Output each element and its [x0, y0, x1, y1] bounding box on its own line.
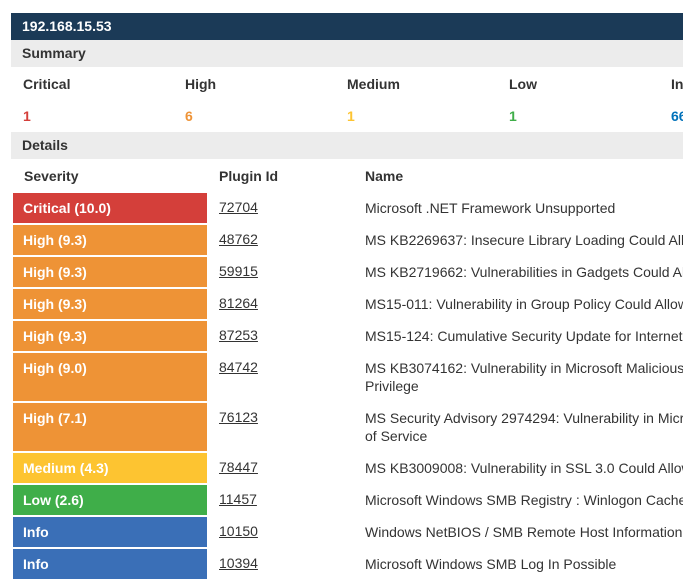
- vulnerability-name: Microsoft .NET Framework Unsupported: [365, 199, 683, 217]
- vulnerability-name: MS KB2719662: Vulnerabilities in Gadgets…: [365, 263, 683, 281]
- plugin-id-link[interactable]: 10394: [219, 555, 258, 571]
- plugin-id-link[interactable]: 48762: [219, 231, 258, 247]
- severity-badge: Info: [13, 517, 207, 547]
- summary-label: In: [671, 76, 683, 92]
- table-row[interactable]: Medium (4.3) 78447 MS KB3009008: Vulnera…: [11, 452, 683, 484]
- host-title: 192.168.15.53: [11, 13, 683, 40]
- vulnerability-name-line: Microsoft Windows SMB Registry : Winlogo…: [365, 492, 683, 508]
- plugin-id-link[interactable]: 78447: [219, 459, 258, 475]
- severity-column-header: Severity: [24, 168, 79, 184]
- vulnerability-name-line: Microsoft Windows SMB Log In Possible: [365, 556, 617, 572]
- vulnerability-name: Microsoft Windows SMB Log In Possible: [365, 555, 683, 573]
- table-row[interactable]: High (9.3) 87253 MS15-124: Cumulative Se…: [11, 320, 683, 352]
- vulnerability-name-line: MS Security Advisory 2974294: Vulnerabil…: [365, 410, 683, 426]
- vulnerability-name: Microsoft Windows SMB Registry : Winlogo…: [365, 491, 683, 509]
- vulnerability-name-line: MS15-124: Cumulative Security Update for…: [365, 328, 683, 344]
- details-table-header: Severity Plugin Id Name: [11, 159, 683, 192]
- plugin-id-link[interactable]: 84742: [219, 359, 258, 375]
- plugin-column-header: Plugin Id: [219, 168, 279, 184]
- plugin-id-link[interactable]: 59915: [219, 263, 258, 279]
- summary-counts: Critical 1 High 6 Medium 1 Low 1 In 66: [11, 67, 683, 132]
- summary-label: Critical: [23, 76, 71, 92]
- severity-badge: High (9.3): [13, 321, 207, 351]
- summary-count: 1: [509, 108, 517, 124]
- summary-count: 1: [347, 108, 355, 124]
- plugin-id-link[interactable]: 11457: [219, 491, 257, 507]
- severity-badge: High (9.3): [13, 257, 207, 287]
- table-row[interactable]: High (9.0) 84742 MS KB3074162: Vulnerabi…: [11, 352, 683, 402]
- summary-label: Low: [509, 76, 537, 92]
- name-column-header: Name: [365, 168, 404, 184]
- severity-badge: High (9.0): [13, 353, 207, 401]
- table-row[interactable]: High (9.3) 81264 MS15-011: Vulnerability…: [11, 288, 683, 320]
- summary-label: Medium: [347, 76, 400, 92]
- severity-badge: Low (2.6): [13, 485, 207, 515]
- plugin-id-link[interactable]: 72704: [219, 199, 258, 215]
- vulnerability-name-line: MS KB3074162: Vulnerability in Microsoft…: [365, 360, 683, 376]
- severity-badge: High (9.3): [13, 225, 207, 255]
- vulnerability-name-line: MS KB3009008: Vulnerability in SSL 3.0 C…: [365, 460, 683, 476]
- vulnerability-name: MS KB3074162: Vulnerability in Microsoft…: [365, 359, 683, 395]
- severity-badge: High (9.3): [13, 289, 207, 319]
- vulnerability-name-line: Windows NetBIOS / SMB Remote Host Inform…: [365, 524, 683, 540]
- severity-badge: Medium (4.3): [13, 453, 207, 483]
- table-row[interactable]: Info 10394 Microsoft Windows SMB Log In …: [11, 548, 683, 580]
- vulnerability-name: MS KB3009008: Vulnerability in SSL 3.0 C…: [365, 459, 683, 477]
- plugin-id-link[interactable]: 10150: [219, 523, 258, 539]
- vulnerability-name-line-2: Privilege: [365, 378, 419, 394]
- plugin-id-link[interactable]: 76123: [219, 409, 258, 425]
- summary-count: 6: [185, 108, 193, 124]
- vulnerability-name: Windows NetBIOS / SMB Remote Host Inform…: [365, 523, 683, 541]
- vulnerability-name: MS15-011: Vulnerability in Group Policy …: [365, 295, 683, 313]
- table-row[interactable]: High (9.3) 59915 MS KB2719662: Vulnerabi…: [11, 256, 683, 288]
- vulnerability-name: MS KB2269637: Insecure Library Loading C…: [365, 231, 683, 249]
- vulnerability-name-line-2: of Service: [365, 428, 428, 444]
- details-heading: Details: [11, 132, 683, 159]
- severity-badge: Info: [13, 549, 207, 579]
- summary-label: High: [185, 76, 217, 92]
- severity-badge: High (7.1): [13, 403, 207, 451]
- host-report: 192.168.15.53 Summary Critical 1 High 6 …: [11, 13, 683, 580]
- plugin-id-link[interactable]: 87253: [219, 327, 258, 343]
- plugin-id-link[interactable]: 81264: [219, 295, 258, 311]
- table-row[interactable]: Low (2.6) 11457 Microsoft Windows SMB Re…: [11, 484, 683, 516]
- table-row[interactable]: High (7.1) 76123 MS Security Advisory 29…: [11, 402, 683, 452]
- table-row[interactable]: Critical (10.0) 72704 Microsoft .NET Fra…: [11, 192, 683, 224]
- vulnerability-name-line: Microsoft .NET Framework Unsupported: [365, 200, 616, 216]
- summary-count: 1: [23, 108, 31, 124]
- summary-count: 66: [671, 108, 683, 124]
- vulnerability-name: MS Security Advisory 2974294: Vulnerabil…: [365, 409, 683, 445]
- vulnerability-name-line: MS KB2269637: Insecure Library Loading C…: [365, 232, 683, 248]
- summary-heading: Summary: [11, 40, 683, 67]
- vulnerability-name-line: MS KB2719662: Vulnerabilities in Gadgets…: [365, 264, 683, 280]
- severity-badge: Critical (10.0): [13, 193, 207, 223]
- details-table-body: Critical (10.0) 72704 Microsoft .NET Fra…: [11, 192, 683, 580]
- table-row[interactable]: High (9.3) 48762 MS KB2269637: Insecure …: [11, 224, 683, 256]
- vulnerability-name-line: MS15-011: Vulnerability in Group Policy …: [365, 296, 683, 312]
- table-row[interactable]: Info 10150 Windows NetBIOS / SMB Remote …: [11, 516, 683, 548]
- vulnerability-name: MS15-124: Cumulative Security Update for…: [365, 327, 683, 345]
